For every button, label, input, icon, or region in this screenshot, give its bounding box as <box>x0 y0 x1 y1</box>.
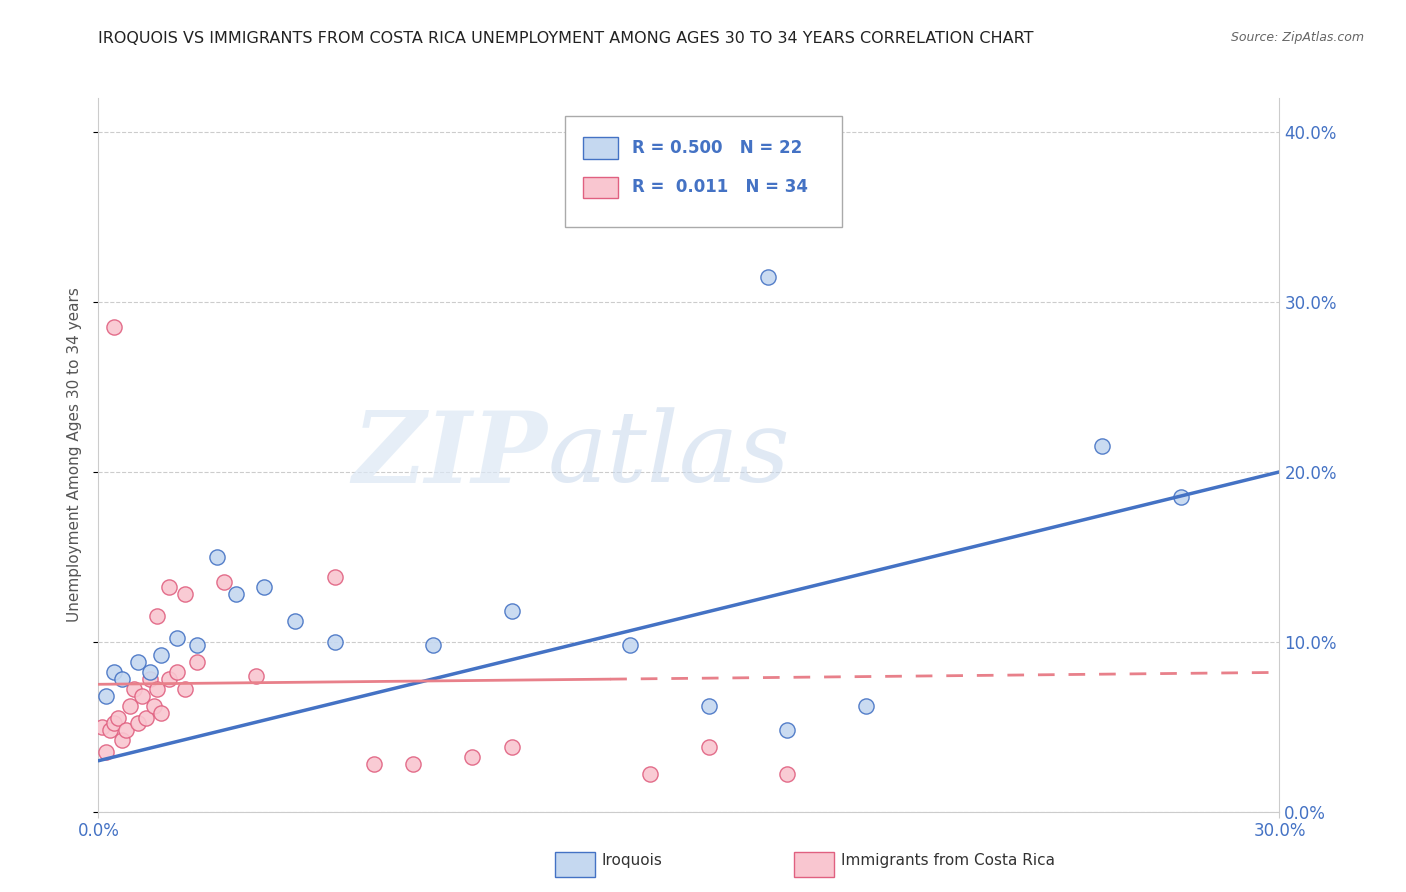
Point <box>157 581 180 595</box>
Point <box>107 711 129 725</box>
Point <box>98 723 121 738</box>
Point <box>103 665 125 680</box>
Point <box>138 665 160 680</box>
Point <box>157 672 180 686</box>
Point <box>855 699 877 714</box>
Point <box>150 648 173 663</box>
Point <box>122 682 145 697</box>
Point <box>323 635 346 649</box>
Point <box>697 699 720 714</box>
Point <box>174 587 197 601</box>
Point <box>225 587 247 601</box>
Point <box>166 665 188 680</box>
Point <box>205 549 228 564</box>
Text: IROQUOIS VS IMMIGRANTS FROM COSTA RICA UNEMPLOYMENT AMONG AGES 30 TO 34 YEARS CO: IROQUOIS VS IMMIGRANTS FROM COSTA RICA U… <box>98 31 1033 46</box>
Point <box>96 745 118 759</box>
Point <box>146 682 169 697</box>
Point <box>142 699 165 714</box>
Point <box>776 767 799 781</box>
Point <box>135 711 157 725</box>
Text: Iroquois: Iroquois <box>602 854 662 868</box>
Point <box>174 682 197 697</box>
Point <box>138 672 160 686</box>
Text: Immigrants from Costa Rica: Immigrants from Costa Rica <box>841 854 1054 868</box>
Point <box>131 689 153 703</box>
FancyBboxPatch shape <box>582 137 619 159</box>
Point <box>501 604 523 618</box>
Text: atlas: atlas <box>547 408 790 502</box>
Point <box>91 720 114 734</box>
Point <box>186 655 208 669</box>
Point <box>245 669 267 683</box>
Text: Source: ZipAtlas.com: Source: ZipAtlas.com <box>1230 31 1364 45</box>
Point <box>402 757 425 772</box>
FancyBboxPatch shape <box>582 177 619 198</box>
Point <box>166 632 188 646</box>
Point <box>1170 491 1192 505</box>
Point <box>186 638 208 652</box>
Point <box>103 320 125 334</box>
Y-axis label: Unemployment Among Ages 30 to 34 years: Unemployment Among Ages 30 to 34 years <box>67 287 83 623</box>
FancyBboxPatch shape <box>565 116 842 227</box>
Point <box>127 716 149 731</box>
Point <box>103 716 125 731</box>
Point <box>756 269 779 284</box>
Text: R = 0.500   N = 22: R = 0.500 N = 22 <box>633 139 803 157</box>
Point <box>697 740 720 755</box>
Point <box>638 767 661 781</box>
Point <box>146 609 169 624</box>
Point <box>776 723 799 738</box>
Point <box>150 706 173 721</box>
Point <box>284 615 307 629</box>
Point <box>1091 439 1114 453</box>
Point <box>363 757 385 772</box>
Point <box>118 699 141 714</box>
Point <box>323 570 346 584</box>
Point <box>115 723 138 738</box>
Point <box>111 672 134 686</box>
Text: R =  0.011   N = 34: R = 0.011 N = 34 <box>633 178 808 196</box>
Point <box>127 655 149 669</box>
Point <box>96 689 118 703</box>
Point <box>422 638 444 652</box>
Point <box>461 750 484 764</box>
Point <box>253 581 276 595</box>
Point <box>619 638 641 652</box>
Text: ZIP: ZIP <box>353 407 547 503</box>
Point <box>214 575 236 590</box>
Point <box>501 740 523 755</box>
Point <box>111 733 134 747</box>
